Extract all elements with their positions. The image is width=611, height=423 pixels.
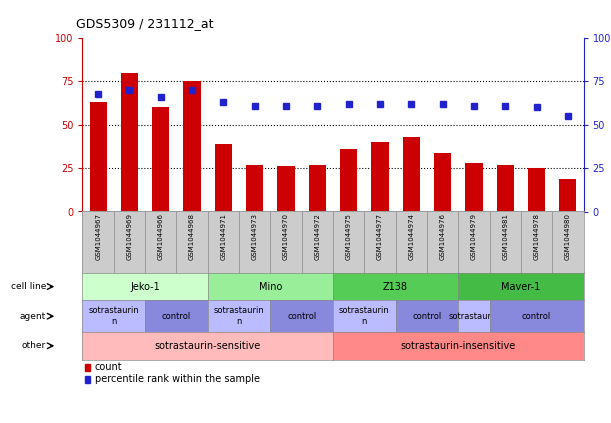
Text: sotrastaurin
n: sotrastaurin n — [89, 307, 139, 326]
Text: other: other — [22, 341, 46, 350]
Text: GSM1044969: GSM1044969 — [126, 213, 133, 260]
Bar — [466, 163, 483, 212]
Text: Z138: Z138 — [383, 282, 408, 291]
Text: GSM1044975: GSM1044975 — [346, 213, 352, 260]
Text: GSM1044971: GSM1044971 — [221, 213, 227, 260]
Bar — [277, 166, 295, 212]
Bar — [121, 73, 138, 212]
Text: cell line: cell line — [11, 282, 46, 291]
Text: GSM1044970: GSM1044970 — [283, 213, 289, 260]
Text: sotrastaurin
n: sotrastaurin n — [339, 307, 390, 326]
Bar — [246, 165, 263, 212]
Text: Mino: Mino — [258, 282, 282, 291]
Text: GDS5309 / 231112_at: GDS5309 / 231112_at — [76, 16, 214, 30]
Text: GSM1044976: GSM1044976 — [439, 213, 445, 260]
Bar — [183, 82, 200, 212]
Bar — [86, 364, 90, 371]
Text: Jeko-1: Jeko-1 — [130, 282, 160, 291]
Text: sotrastaurin-sensitive: sotrastaurin-sensitive — [155, 341, 261, 351]
Bar — [152, 107, 169, 212]
Bar — [215, 144, 232, 212]
Text: GSM1044967: GSM1044967 — [95, 213, 101, 260]
Bar — [90, 102, 107, 212]
Text: GSM1044977: GSM1044977 — [377, 213, 383, 260]
Text: GSM1044979: GSM1044979 — [471, 213, 477, 260]
Text: control: control — [522, 312, 551, 321]
Bar — [309, 165, 326, 212]
Text: GSM1044978: GSM1044978 — [533, 213, 540, 260]
Text: agent: agent — [20, 312, 46, 321]
Bar — [559, 179, 576, 212]
Text: count: count — [95, 363, 122, 373]
Bar — [497, 165, 514, 212]
Bar — [340, 149, 357, 212]
Text: sotrastaurin-insensitive: sotrastaurin-insensitive — [401, 341, 516, 351]
Text: control: control — [287, 312, 316, 321]
Bar — [371, 142, 389, 212]
Text: GSM1044980: GSM1044980 — [565, 213, 571, 260]
Text: GSM1044972: GSM1044972 — [314, 213, 320, 260]
Bar — [86, 376, 90, 383]
Bar — [528, 168, 545, 212]
Text: percentile rank within the sample: percentile rank within the sample — [95, 374, 260, 384]
Text: sotrastaurin: sotrastaurin — [448, 312, 499, 321]
Bar — [403, 137, 420, 212]
Text: sotrastaurin
n: sotrastaurin n — [214, 307, 265, 326]
Text: control: control — [412, 312, 442, 321]
Text: GSM1044981: GSM1044981 — [502, 213, 508, 260]
Text: GSM1044968: GSM1044968 — [189, 213, 195, 260]
Text: control: control — [162, 312, 191, 321]
Text: GSM1044966: GSM1044966 — [158, 213, 164, 260]
Text: GSM1044974: GSM1044974 — [408, 213, 414, 260]
Text: Maver-1: Maver-1 — [501, 282, 541, 291]
Bar — [434, 153, 451, 212]
Text: GSM1044973: GSM1044973 — [252, 213, 258, 260]
